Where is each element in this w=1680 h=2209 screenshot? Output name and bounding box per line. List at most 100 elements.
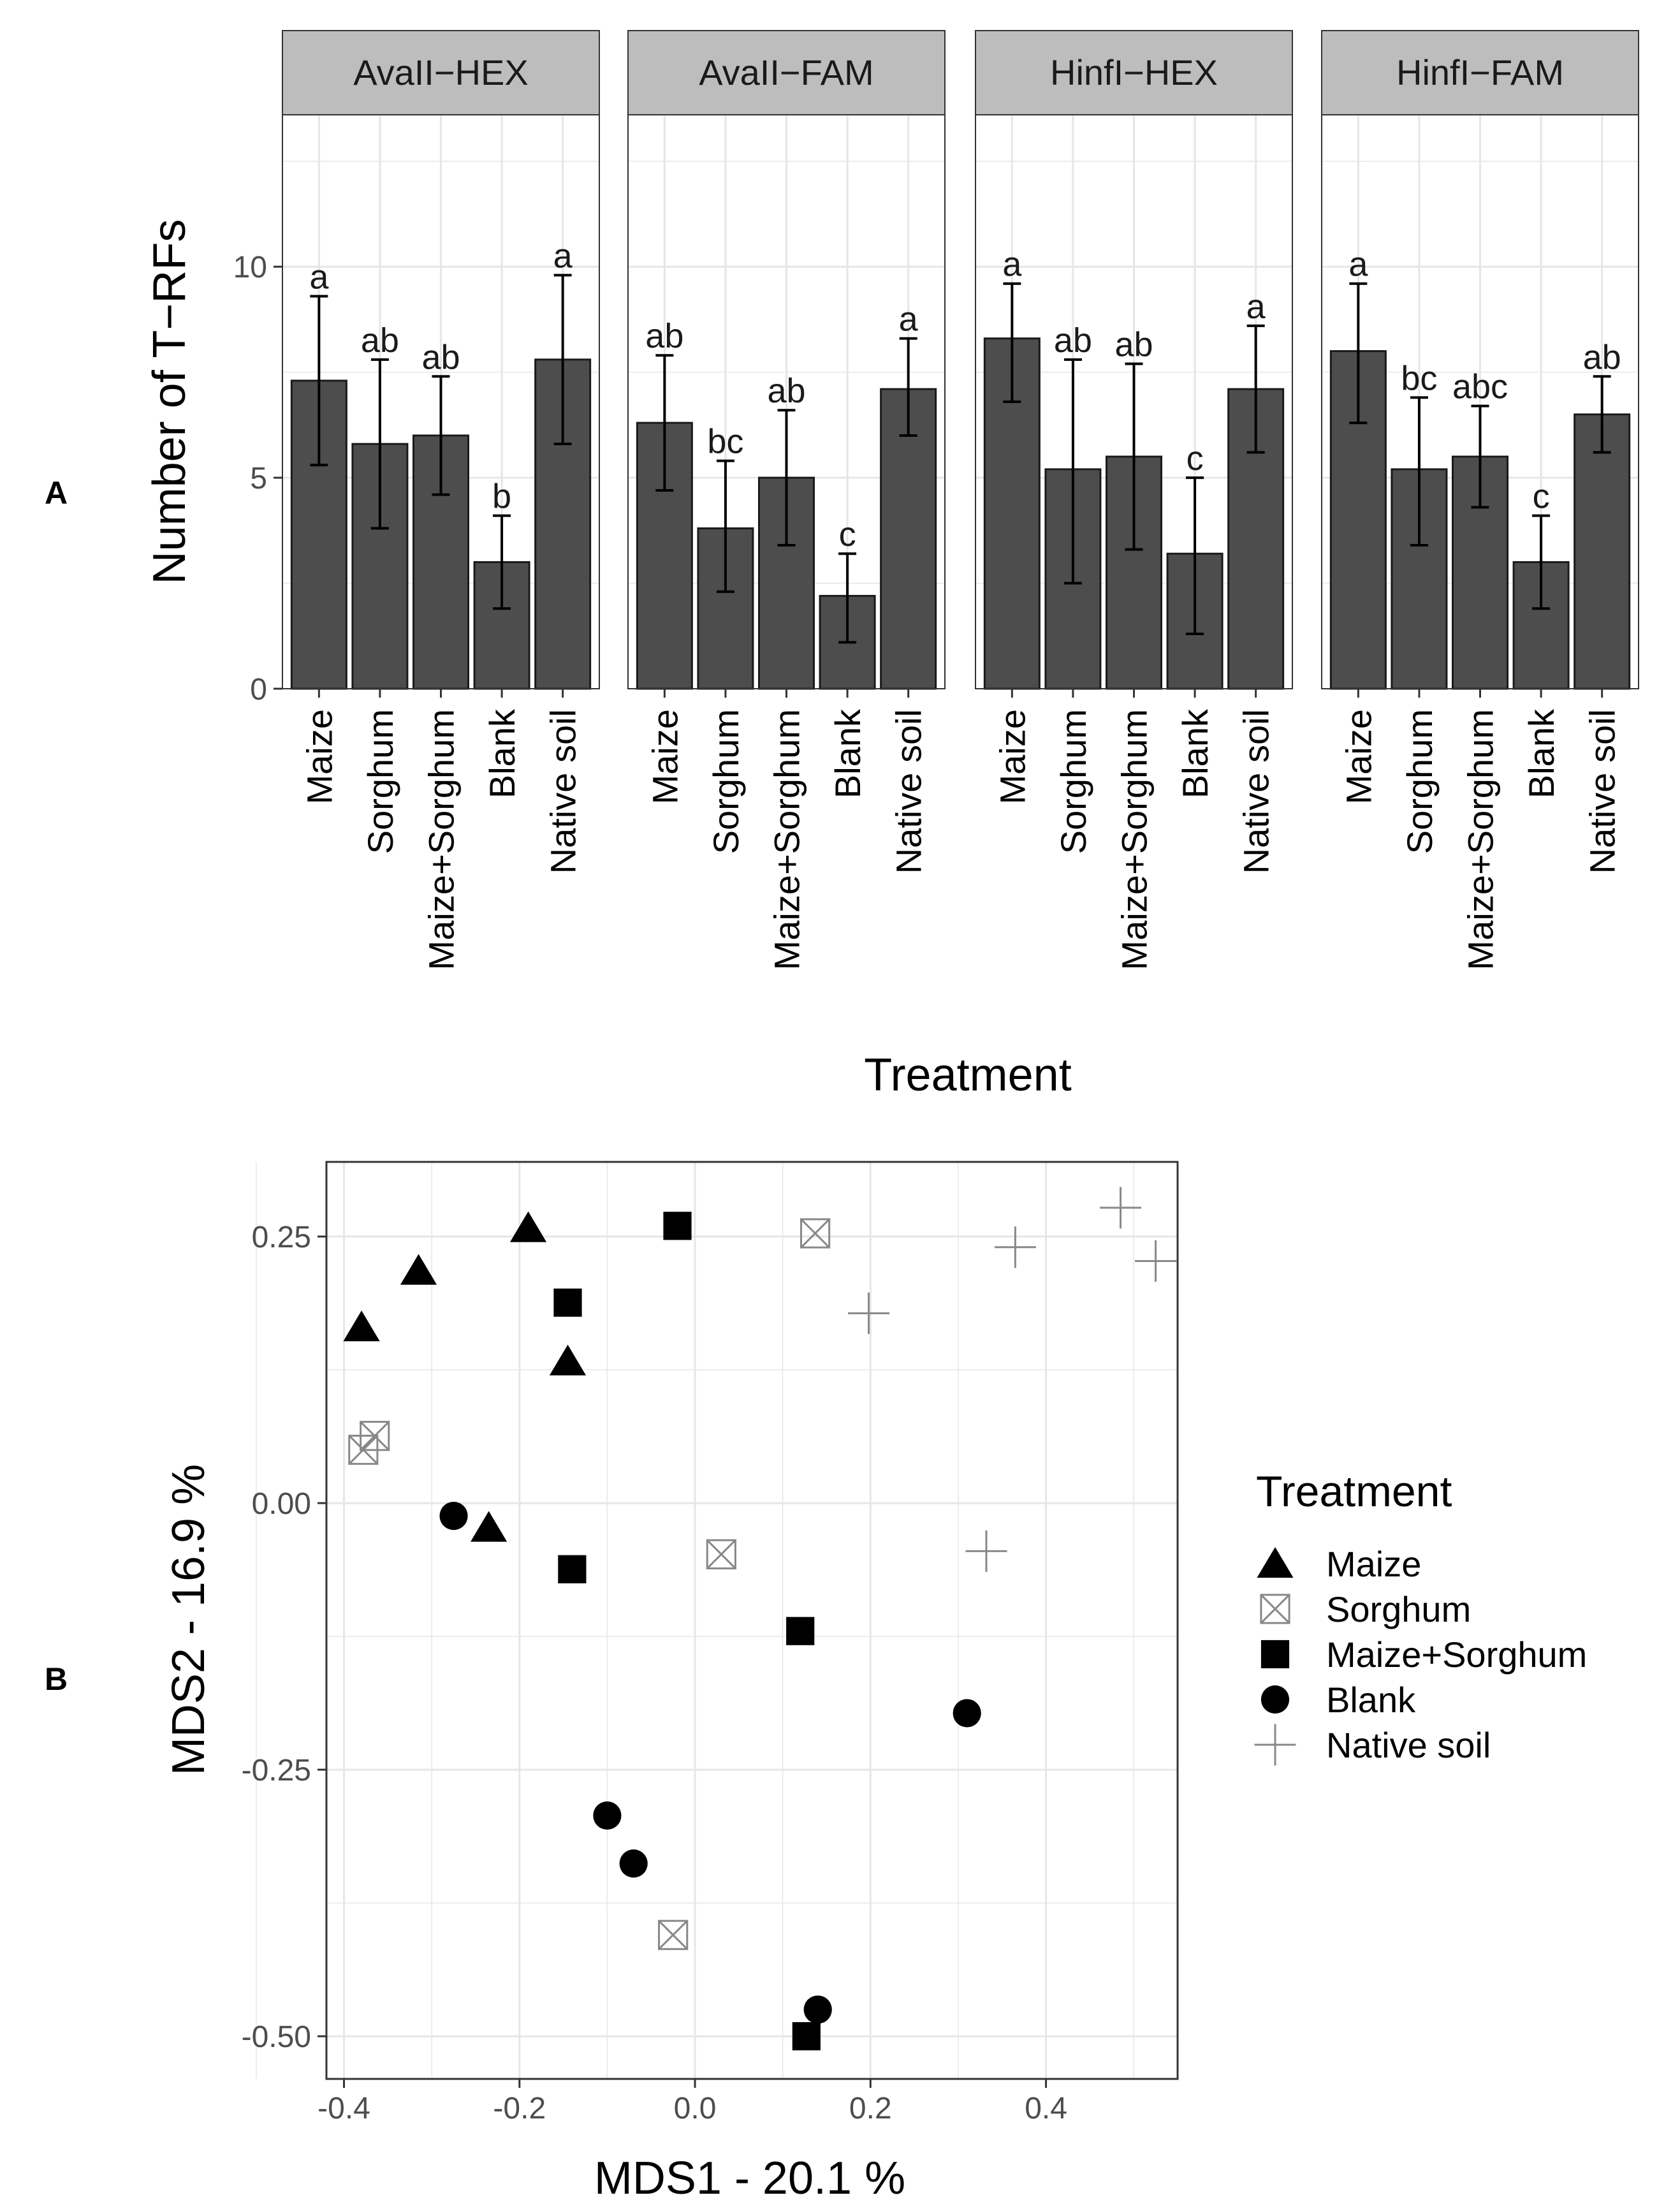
plot-background: [326, 1162, 1178, 2079]
x-tick-label: 0.0: [674, 2092, 717, 2125]
significance-letter: ab: [1114, 325, 1153, 363]
data-point-native-soil: [848, 1292, 890, 1334]
data-point-maize: [509, 1211, 547, 1242]
category-label: Native soil: [1236, 709, 1276, 874]
data-point-sorghum: [706, 1539, 736, 1569]
category-label: Native soil: [889, 709, 929, 874]
data-point-sorghum: [800, 1218, 831, 1249]
significance-letter: a: [309, 258, 329, 297]
marker-cross: [348, 1435, 378, 1465]
data-point-maize-sorghum: [558, 1555, 587, 1583]
panel-label-a: A: [45, 475, 68, 511]
category-label: Maize: [1338, 709, 1378, 804]
y-tick-label: 5: [250, 462, 267, 495]
plot-border: [325, 1161, 1179, 2080]
significance-letter: a: [1246, 288, 1266, 326]
significance-letter: ab: [361, 321, 399, 360]
x-tick-label: -0.2: [493, 2092, 546, 2125]
y-axis-title: Number of T−RFs: [144, 219, 195, 585]
category-label: Maize+Sorghum: [767, 709, 807, 970]
facet-strip: [627, 30, 946, 115]
data-point-maize: [471, 1511, 508, 1542]
category-label: Blank: [1175, 708, 1215, 798]
significance-letter: c: [1187, 439, 1204, 478]
facet-strip-label: HinfI−FAM: [1396, 52, 1564, 92]
category-label: Maize: [992, 709, 1032, 804]
significance-letter: ab: [1054, 321, 1092, 360]
category-label: Blank: [482, 708, 522, 798]
data-point-maize-sorghum: [786, 1617, 815, 1645]
data-point-maize-sorghum: [663, 1212, 692, 1240]
category-label: Blank: [1521, 708, 1561, 798]
significance-letter: ab: [767, 372, 805, 410]
significance-letter: ab: [1583, 338, 1621, 376]
category-label: Sorghum: [360, 709, 400, 854]
category-label: Maize+Sorghum: [1114, 709, 1155, 970]
significance-letter: a: [899, 300, 919, 339]
facet-strip-label: AvaII−HEX: [353, 52, 528, 92]
facet-border: [975, 114, 1293, 689]
category-label: Maize: [299, 709, 339, 804]
marker-cross: [706, 1539, 736, 1569]
y-tick-label: -0.25: [242, 1754, 311, 1787]
category-label: Native soil: [1582, 709, 1623, 874]
facet-strip-label: HinfI−HEX: [1050, 52, 1218, 92]
facet-border: [627, 114, 946, 689]
category-label: Blank: [828, 708, 868, 798]
x-tick-label: -0.4: [318, 2092, 370, 2125]
y-axis-title: MDS2 - 16.9 %: [163, 1464, 214, 1775]
data-point-blank: [619, 1849, 648, 1878]
facet-border: [1321, 114, 1639, 689]
y-tick-label: 0.25: [252, 1221, 311, 1254]
data-point-native-soil: [965, 1530, 1007, 1572]
significance-letter: ab: [645, 317, 683, 355]
category-label: Maize: [645, 709, 685, 804]
significance-letter: b: [492, 478, 511, 516]
data-point-maize: [343, 1310, 380, 1342]
legend-key: [1257, 1547, 1294, 1578]
legend-key: [1260, 1640, 1290, 1669]
data-point-blank: [953, 1699, 981, 1728]
legend-key: [1260, 1685, 1290, 1714]
facet-strip: [282, 30, 600, 115]
legend-label: Maize: [1326, 1544, 1421, 1584]
significance-letter: a: [1002, 246, 1022, 284]
bar: [1574, 413, 1631, 690]
data-point-maize: [400, 1254, 437, 1285]
legend-title: Treatment: [1256, 1467, 1452, 1516]
marker-box: [1260, 1594, 1290, 1624]
legend-label: Native soil: [1326, 1725, 1491, 1765]
y-tick-label: 10: [233, 251, 267, 284]
marker-box: [706, 1539, 736, 1569]
x-tick-label: 0.4: [1025, 2092, 1067, 2125]
marker-cross: [800, 1218, 830, 1249]
data-point-native-soil: [1100, 1187, 1142, 1229]
legend-label: Sorghum: [1326, 1589, 1471, 1629]
marker-box: [348, 1434, 379, 1465]
facet-strip: [1321, 30, 1639, 115]
legend-label: Maize+Sorghum: [1326, 1634, 1587, 1675]
x-tick-label: 0.2: [849, 2092, 892, 2125]
data-point-sorghum: [348, 1434, 379, 1465]
bar-chart-panel: 0510AvaII−HEXaMaizeabSorghumabMaize+Sorg…: [144, 30, 1639, 1101]
facet-border: [282, 114, 600, 689]
data-point-maize-sorghum: [792, 2022, 821, 2051]
category-label: Sorghum: [1053, 709, 1093, 854]
marker-box: [800, 1218, 831, 1249]
significance-letter: c: [839, 515, 856, 554]
y-tick-label: 0.00: [252, 1487, 311, 1521]
legend-key: [1260, 1594, 1290, 1624]
panel-label-b: B: [45, 1661, 68, 1697]
category-label: Sorghum: [1399, 709, 1440, 854]
y-tick-label: 0: [250, 673, 267, 707]
data-point-maize: [549, 1344, 587, 1376]
significance-letter: a: [553, 237, 573, 275]
significance-letter: bc: [707, 423, 743, 461]
significance-letter: ab: [421, 338, 460, 376]
legend-label: Blank: [1326, 1680, 1416, 1720]
legend-key: [1254, 1724, 1296, 1766]
x-axis-title: Treatment: [864, 1050, 1071, 1101]
significance-letter: a: [1348, 246, 1368, 284]
marker-cross: [658, 1920, 688, 1950]
category-label: Native soil: [543, 709, 583, 874]
